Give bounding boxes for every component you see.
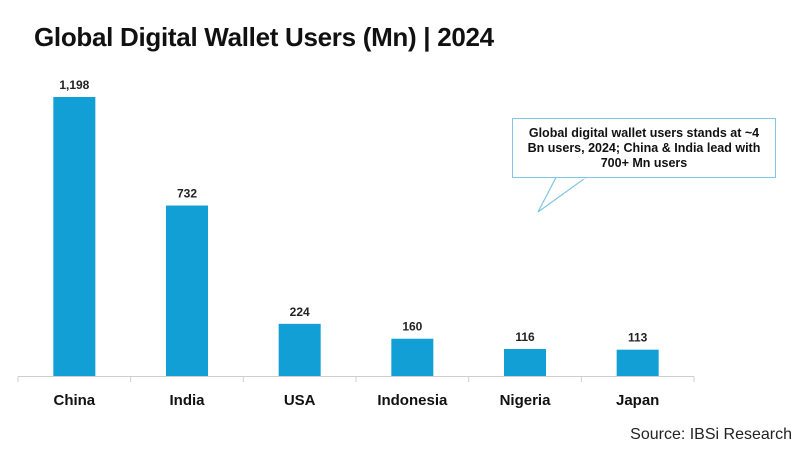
annotation-text: Global digital wallet users stands at ~4… [527, 125, 761, 170]
category-label: China [53, 392, 95, 409]
value-label: 1,198 [59, 78, 89, 92]
x-axis-ticks [17, 376, 695, 382]
value-label: 732 [177, 187, 197, 201]
category-label: Indonesia [377, 392, 448, 409]
bar-india [166, 205, 208, 376]
category-label: India [169, 392, 205, 409]
chart-title: Global Digital Wallet Users (Mn) | 2024 [34, 22, 494, 52]
bar-japan [616, 349, 659, 376]
value-labels: 1,198 732 224 160 116 113 [59, 78, 647, 345]
value-label: 113 [628, 331, 648, 345]
bar-usa [278, 323, 321, 376]
value-label: 224 [290, 305, 310, 319]
value-label: 160 [402, 320, 422, 334]
bar-nigeria [504, 348, 546, 376]
category-label: USA [284, 392, 316, 409]
category-label: Nigeria [500, 392, 552, 409]
bar-indonesia [391, 338, 434, 376]
bar-china [53, 97, 96, 376]
source-note: Source: IBSi Research [630, 426, 792, 443]
category-labels: China India USA Indonesia Nigeria Japan [53, 392, 659, 409]
bars-group [53, 97, 659, 376]
value-label: 116 [515, 330, 535, 344]
category-label: Japan [616, 392, 659, 409]
annotation-callout: Global digital wallet users stands at ~4… [512, 118, 776, 178]
